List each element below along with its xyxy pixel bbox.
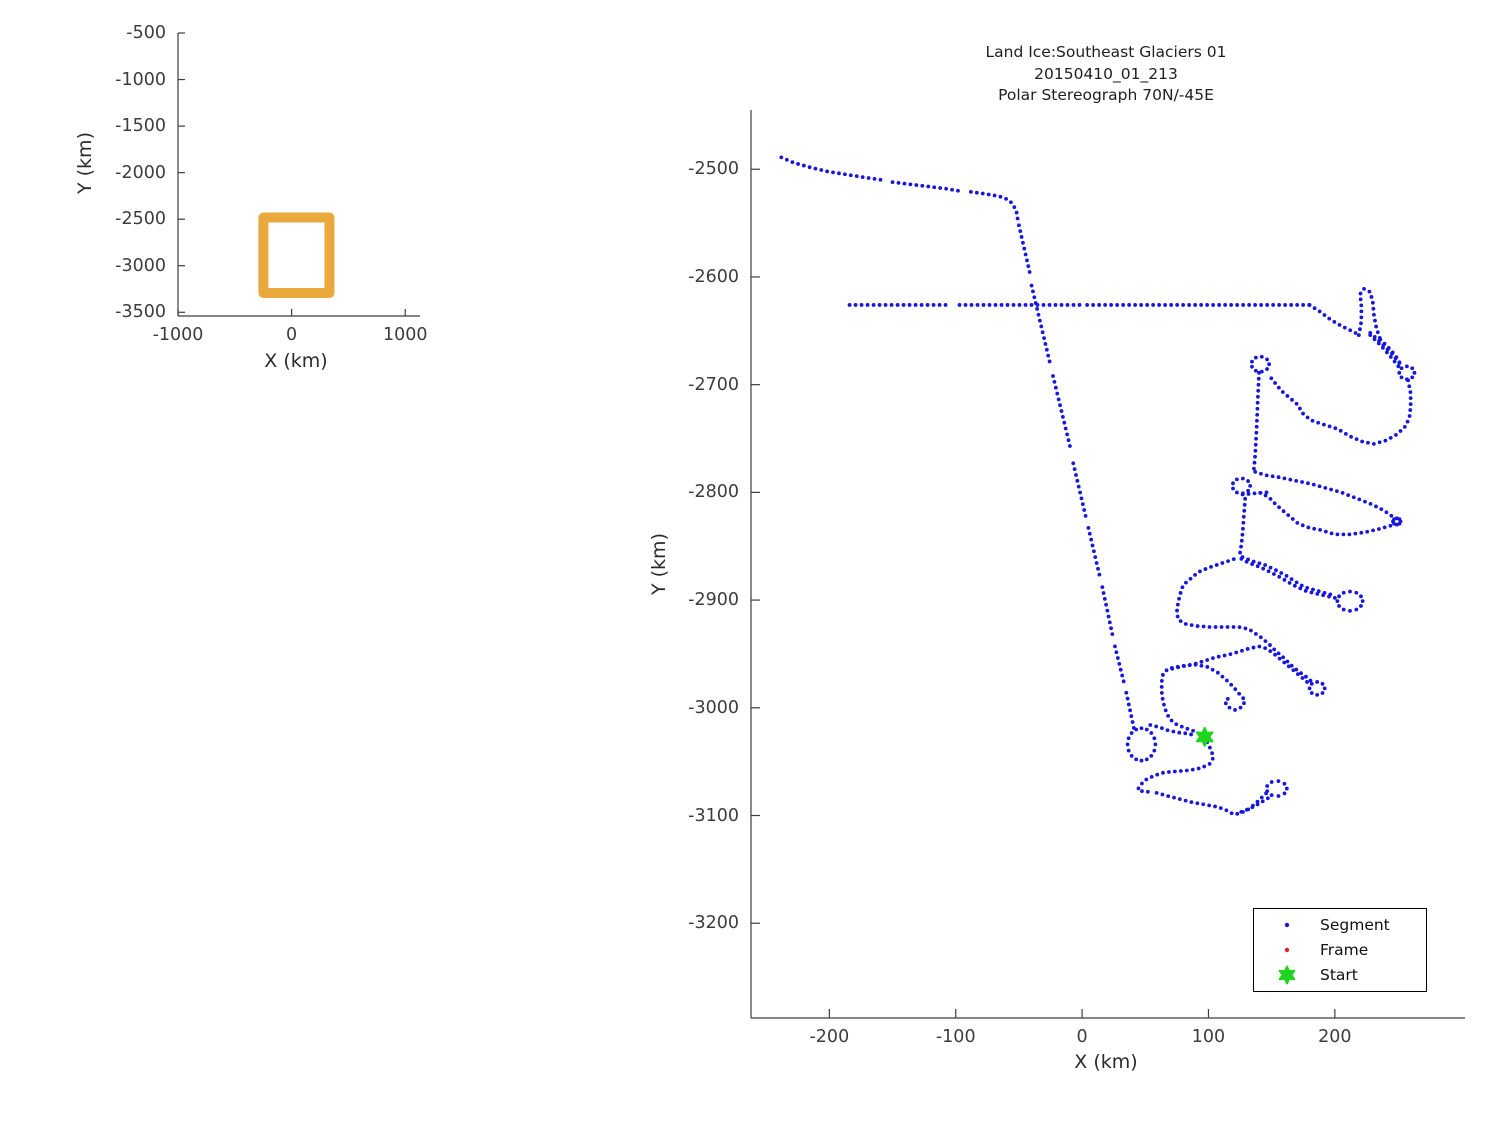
overview-xaxis-label: X (km) <box>264 350 328 372</box>
survey-area-box <box>258 212 335 299</box>
legend-row-frame: Frame <box>1254 938 1426 962</box>
legend-label-start: Start <box>1320 965 1358 984</box>
main-y-tick-label: -2800 <box>688 482 739 503</box>
main-y-tick-label: -3200 <box>688 913 739 934</box>
main-y-tick-label: -2700 <box>688 374 739 395</box>
segment-track-dots <box>779 155 1417 816</box>
main-x-tick-label: 0 <box>1076 1027 1088 1047</box>
main-x-tick-label: -100 <box>935 1027 976 1047</box>
main-y-tick-label: -3100 <box>688 805 739 826</box>
title-line-1: Land Ice:Southeast Glaciers 01 <box>985 43 1227 61</box>
main-y-tick-label: -2500 <box>688 159 739 180</box>
start-marker-icon <box>1254 964 1320 986</box>
overview-y-tick-label: -2000 <box>115 162 166 183</box>
overview-x-tick-label: 1000 <box>382 325 428 345</box>
main-axes <box>750 110 1465 1019</box>
overview-y-tick-label: -3000 <box>115 255 166 276</box>
main-plot-title: Land Ice:Southeast Glaciers 01 20150410_… <box>856 42 1356 107</box>
main-x-tick-label: 100 <box>1191 1027 1226 1047</box>
title-line-3: Polar Stereograph 70N/-45E <box>998 86 1214 104</box>
overview-y-tick-label: -500 <box>126 23 166 43</box>
overview-x-tick-label: -1000 <box>152 325 204 345</box>
main-x-tick-label: 200 <box>1318 1027 1352 1047</box>
main-y-tick-label: -2900 <box>688 590 739 611</box>
overview-axes <box>177 32 420 317</box>
legend-label-segment: Segment <box>1320 916 1390 935</box>
main-y-tick-label: -2600 <box>688 266 739 287</box>
overview-y-tick-label: -3500 <box>115 302 166 323</box>
overview-y-tick-label: -1000 <box>115 69 166 90</box>
main-yaxis-label: Y (km) <box>648 533 670 595</box>
legend: Segment Frame Start <box>1253 908 1427 992</box>
main-x-tick-label: -200 <box>809 1027 850 1047</box>
frame-marker-icon <box>1254 939 1320 961</box>
main-y-tick-label: -3000 <box>688 697 739 718</box>
overview-y-tick-label: -2500 <box>115 209 166 230</box>
segment-marker-icon <box>1254 914 1320 936</box>
legend-row-start: Start <box>1254 963 1426 987</box>
main-xaxis-label: X (km) <box>1074 1051 1138 1073</box>
overview-x-tick-label: 0 <box>286 325 298 345</box>
title-line-2: 20150410_01_213 <box>1034 64 1178 83</box>
legend-row-segment: Segment <box>1254 913 1426 937</box>
legend-label-frame: Frame <box>1320 940 1369 959</box>
overview-y-tick-label: -1500 <box>115 116 166 137</box>
start-marker <box>1195 726 1214 747</box>
